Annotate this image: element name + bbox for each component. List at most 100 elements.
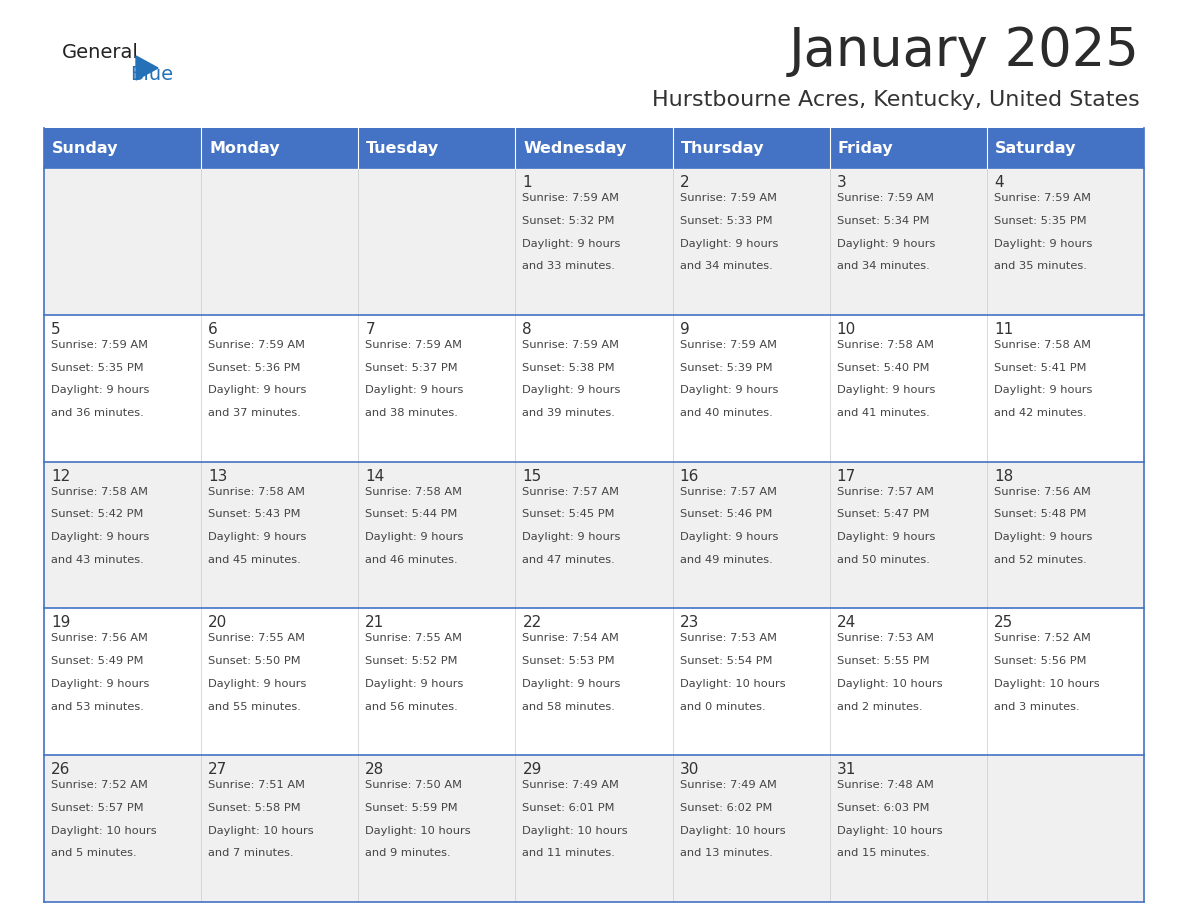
Text: Sunrise: 7:55 AM: Sunrise: 7:55 AM [365,633,462,644]
Text: Sunset: 5:42 PM: Sunset: 5:42 PM [51,509,144,520]
Text: Daylight: 9 hours: Daylight: 9 hours [836,532,935,543]
Text: Sunset: 5:49 PM: Sunset: 5:49 PM [51,656,144,666]
Text: and 15 minutes.: and 15 minutes. [836,848,929,858]
Text: Hurstbourne Acres, Kentucky, United States: Hurstbourne Acres, Kentucky, United Stat… [652,90,1140,110]
Text: Daylight: 9 hours: Daylight: 9 hours [680,239,778,249]
Text: and 56 minutes.: and 56 minutes. [365,701,459,711]
Text: Daylight: 9 hours: Daylight: 9 hours [365,386,463,396]
Text: Sunrise: 7:49 AM: Sunrise: 7:49 AM [523,780,619,790]
Text: Saturday: Saturday [994,140,1076,155]
Text: and 42 minutes.: and 42 minutes. [994,409,1087,418]
Text: 4: 4 [994,175,1004,190]
Text: 26: 26 [51,762,70,778]
Text: 14: 14 [365,468,385,484]
Text: Sunrise: 7:56 AM: Sunrise: 7:56 AM [994,487,1091,497]
Text: 20: 20 [208,615,227,631]
Text: and 46 minutes.: and 46 minutes. [365,554,457,565]
Text: 31: 31 [836,762,857,778]
Text: Sunset: 5:56 PM: Sunset: 5:56 PM [994,656,1086,666]
Text: Daylight: 10 hours: Daylight: 10 hours [836,679,942,688]
Text: Sunrise: 7:53 AM: Sunrise: 7:53 AM [836,633,934,644]
Text: Sunrise: 7:58 AM: Sunrise: 7:58 AM [208,487,305,497]
Text: 11: 11 [994,322,1013,337]
Text: Sunset: 5:57 PM: Sunset: 5:57 PM [51,803,144,813]
Text: 28: 28 [365,762,385,778]
Text: Sunset: 5:50 PM: Sunset: 5:50 PM [208,656,301,666]
Text: Thursday: Thursday [681,140,764,155]
Text: Sunrise: 7:58 AM: Sunrise: 7:58 AM [994,340,1091,350]
Text: Sunset: 6:03 PM: Sunset: 6:03 PM [836,803,929,813]
Text: Daylight: 9 hours: Daylight: 9 hours [208,386,307,396]
Text: Daylight: 9 hours: Daylight: 9 hours [523,532,621,543]
Text: and 33 minutes.: and 33 minutes. [523,262,615,271]
Text: Daylight: 9 hours: Daylight: 9 hours [836,386,935,396]
Text: January 2025: January 2025 [789,25,1140,77]
Text: Sunrise: 7:58 AM: Sunrise: 7:58 AM [836,340,934,350]
Text: Daylight: 9 hours: Daylight: 9 hours [208,679,307,688]
Text: Sunrise: 7:55 AM: Sunrise: 7:55 AM [208,633,305,644]
Text: Sunrise: 7:54 AM: Sunrise: 7:54 AM [523,633,619,644]
Text: Sunset: 5:39 PM: Sunset: 5:39 PM [680,363,772,373]
Text: and 49 minutes.: and 49 minutes. [680,554,772,565]
Text: Sunrise: 7:57 AM: Sunrise: 7:57 AM [523,487,619,497]
Text: Sunrise: 7:59 AM: Sunrise: 7:59 AM [994,193,1091,203]
Text: and 40 minutes.: and 40 minutes. [680,409,772,418]
Text: Daylight: 9 hours: Daylight: 9 hours [365,679,463,688]
Text: and 34 minutes.: and 34 minutes. [836,262,929,271]
Text: and 50 minutes.: and 50 minutes. [836,554,929,565]
Text: Sunset: 5:37 PM: Sunset: 5:37 PM [365,363,457,373]
Polygon shape [135,56,158,80]
Text: Daylight: 9 hours: Daylight: 9 hours [523,679,621,688]
Text: Sunrise: 7:58 AM: Sunrise: 7:58 AM [51,487,148,497]
Text: and 52 minutes.: and 52 minutes. [994,554,1087,565]
Text: Sunset: 6:02 PM: Sunset: 6:02 PM [680,803,772,813]
Text: General: General [62,43,139,62]
Text: Daylight: 9 hours: Daylight: 9 hours [994,239,1092,249]
Text: 23: 23 [680,615,699,631]
Text: Daylight: 9 hours: Daylight: 9 hours [51,532,150,543]
Text: Monday: Monday [209,140,279,155]
Text: Sunset: 5:44 PM: Sunset: 5:44 PM [365,509,457,520]
Text: Daylight: 9 hours: Daylight: 9 hours [365,532,463,543]
Text: Daylight: 10 hours: Daylight: 10 hours [51,825,157,835]
Text: 7: 7 [365,322,375,337]
Text: Daylight: 9 hours: Daylight: 9 hours [680,532,778,543]
Text: and 3 minutes.: and 3 minutes. [994,701,1080,711]
Text: 30: 30 [680,762,699,778]
Text: 15: 15 [523,468,542,484]
Text: and 47 minutes.: and 47 minutes. [523,554,615,565]
Text: and 39 minutes.: and 39 minutes. [523,409,615,418]
Text: Wednesday: Wednesday [524,140,627,155]
Text: and 7 minutes.: and 7 minutes. [208,848,293,858]
Text: Sunset: 6:01 PM: Sunset: 6:01 PM [523,803,615,813]
Text: and 35 minutes.: and 35 minutes. [994,262,1087,271]
Text: Sunrise: 7:59 AM: Sunrise: 7:59 AM [523,340,619,350]
Text: Sunset: 5:35 PM: Sunset: 5:35 PM [51,363,144,373]
Text: Sunset: 5:41 PM: Sunset: 5:41 PM [994,363,1086,373]
Text: Sunrise: 7:57 AM: Sunrise: 7:57 AM [680,487,777,497]
Text: Sunrise: 7:59 AM: Sunrise: 7:59 AM [680,340,777,350]
Text: and 36 minutes.: and 36 minutes. [51,409,144,418]
Text: Sunrise: 7:49 AM: Sunrise: 7:49 AM [680,780,777,790]
Bar [44,609,1144,756]
Text: Daylight: 10 hours: Daylight: 10 hours [208,825,314,835]
Text: and 34 minutes.: and 34 minutes. [680,262,772,271]
Text: Daylight: 9 hours: Daylight: 9 hours [208,532,307,543]
Text: and 38 minutes.: and 38 minutes. [365,409,459,418]
Text: Sunset: 5:45 PM: Sunset: 5:45 PM [523,509,615,520]
Text: 17: 17 [836,468,857,484]
Text: 10: 10 [836,322,857,337]
Text: Sunset: 5:47 PM: Sunset: 5:47 PM [836,509,929,520]
Text: Daylight: 10 hours: Daylight: 10 hours [365,825,470,835]
Text: Sunset: 5:33 PM: Sunset: 5:33 PM [680,216,772,226]
Text: Sunrise: 7:59 AM: Sunrise: 7:59 AM [836,193,934,203]
Text: Daylight: 9 hours: Daylight: 9 hours [523,239,621,249]
Text: 22: 22 [523,615,542,631]
Text: and 58 minutes.: and 58 minutes. [523,701,615,711]
Text: Sunset: 5:32 PM: Sunset: 5:32 PM [523,216,615,226]
Text: Sunset: 5:53 PM: Sunset: 5:53 PM [523,656,615,666]
Bar [44,315,1144,462]
Text: and 0 minutes.: and 0 minutes. [680,701,765,711]
Text: and 55 minutes.: and 55 minutes. [208,701,301,711]
Text: Sunrise: 7:59 AM: Sunrise: 7:59 AM [680,193,777,203]
